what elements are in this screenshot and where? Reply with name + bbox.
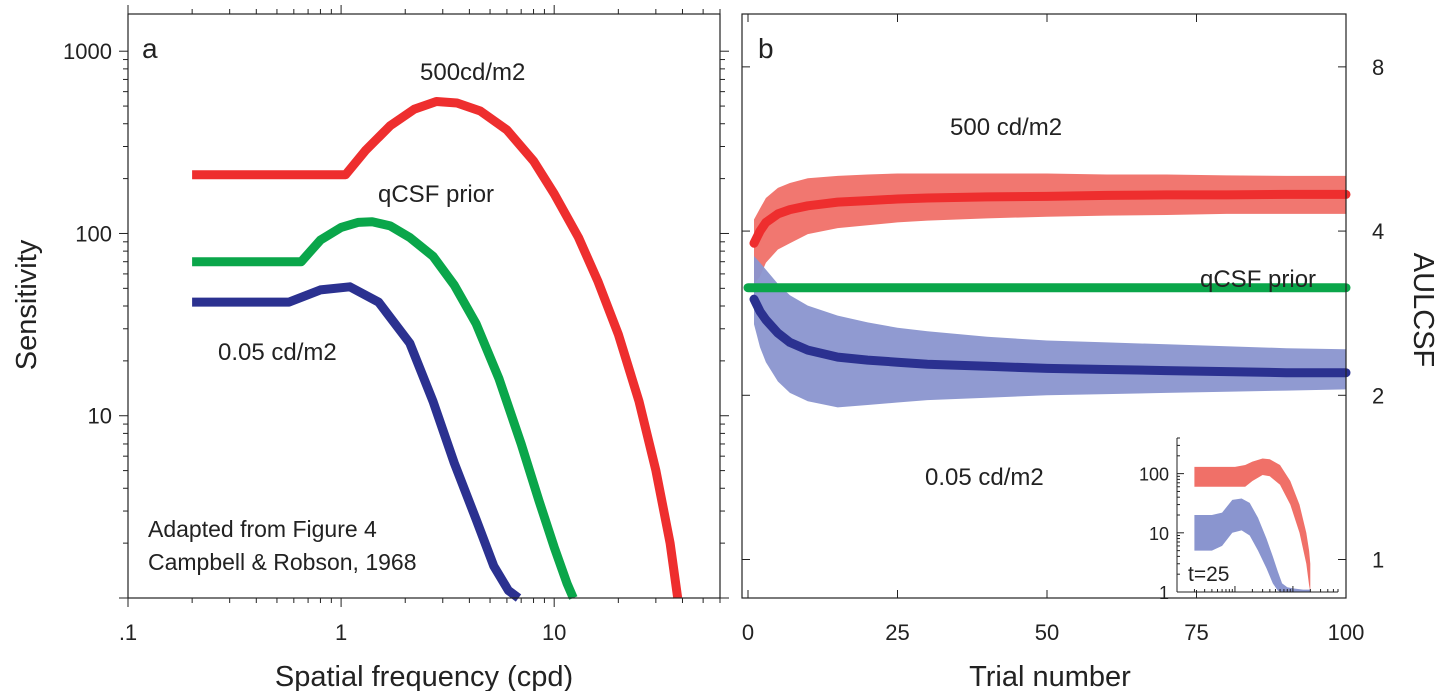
inset-ytick-label-2: 100 [1139,465,1169,485]
panel-b-frame [741,13,1347,599]
panel-b-ytick-label-0: 1 [1372,547,1384,572]
panel-a-annotation-line-2: Campbell & Robson, 1968 [148,549,417,575]
panel-b-ylabel: AULCSF [1407,253,1439,367]
panel-a-curves [192,97,683,602]
inset-ytick-label-0: 1 [1159,583,1169,603]
panel-b-series-label-500: 500 cd/m2 [950,114,1062,141]
panel-a-series-label-005: 0.05 cd/m2 [218,339,337,366]
panel-b-xtick-label-2: 50 [1035,620,1059,645]
panel-b-curve-2 [749,294,1351,378]
inset-band-1 [1194,498,1311,592]
panel-a-ytick-label-1: 100 [75,221,112,246]
panel-a-xtick-label-2: 10 [542,620,566,645]
panel-b-curves [743,173,1351,408]
panel-b-curve-0 [749,189,1351,248]
panel-a-ticks: .1 1 10 10 100 1000 [63,5,729,645]
panel-b-xtick-label-1: 25 [885,620,909,645]
panel-a-series-label-prior: qCSF prior [378,181,494,208]
panel-b-ytick-label-1: 2 [1372,383,1384,408]
panel-b-xtick-label-4: 100 [1328,620,1365,645]
inset-ytick-label-1: 10 [1149,524,1169,544]
panel-a-curve-1 [192,217,578,600]
panel-a-curve-2 [192,282,522,602]
panel-b-xlabel: Trial number [969,661,1131,691]
panel-b-ytick-label-2: 4 [1372,219,1384,244]
panel-b-ticks: 0 25 50 75 100 1 2 4 8 [742,14,1384,645]
panel-a-xtick-label-0: .1 [119,620,137,645]
panel-a-curve-0 [192,97,683,599]
panel-a-xtick-label-1: 1 [335,620,347,645]
panel-a-annotation-line-1: Adapted from Figure 4 [148,516,377,542]
panel-a-xlabel: Spatial frequency (cpd) [275,661,573,691]
panel-b-xtick-label-0: 0 [742,620,754,645]
panel-b-inset: 1 10 100 t=25 [1139,437,1339,603]
panel-a-series-label-500: 500cd/m2 [420,59,525,86]
panel-b-label: b [758,33,774,64]
panel-b: 0 25 50 75 100 1 2 4 8 b 500 cd/m2 qCSF prior 0.… [741,13,1439,691]
panel-a-ylabel: Sensitivity [11,239,43,370]
inset-label: t=25 [1188,563,1229,586]
panel-a: .1 1 10 10 100 1000 a 500cd/m2 qCSF prior 0.0… [11,5,729,691]
panel-b-ytick-label-3: 8 [1372,55,1384,80]
panel-b-series-label-005: 0.05 cd/m2 [925,464,1044,491]
panel-a-ytick-label-2: 1000 [63,39,112,64]
panel-a-label: a [142,33,158,64]
panel-b-xtick-label-3: 75 [1184,620,1208,645]
panel-b-series-label-prior: qCSF prior [1200,266,1316,293]
inset-bands [1194,458,1311,592]
panel-a-ytick-label-0: 10 [88,404,112,429]
inset-band-0 [1194,458,1311,592]
inset-ticks: 1 10 100 [1139,437,1339,603]
